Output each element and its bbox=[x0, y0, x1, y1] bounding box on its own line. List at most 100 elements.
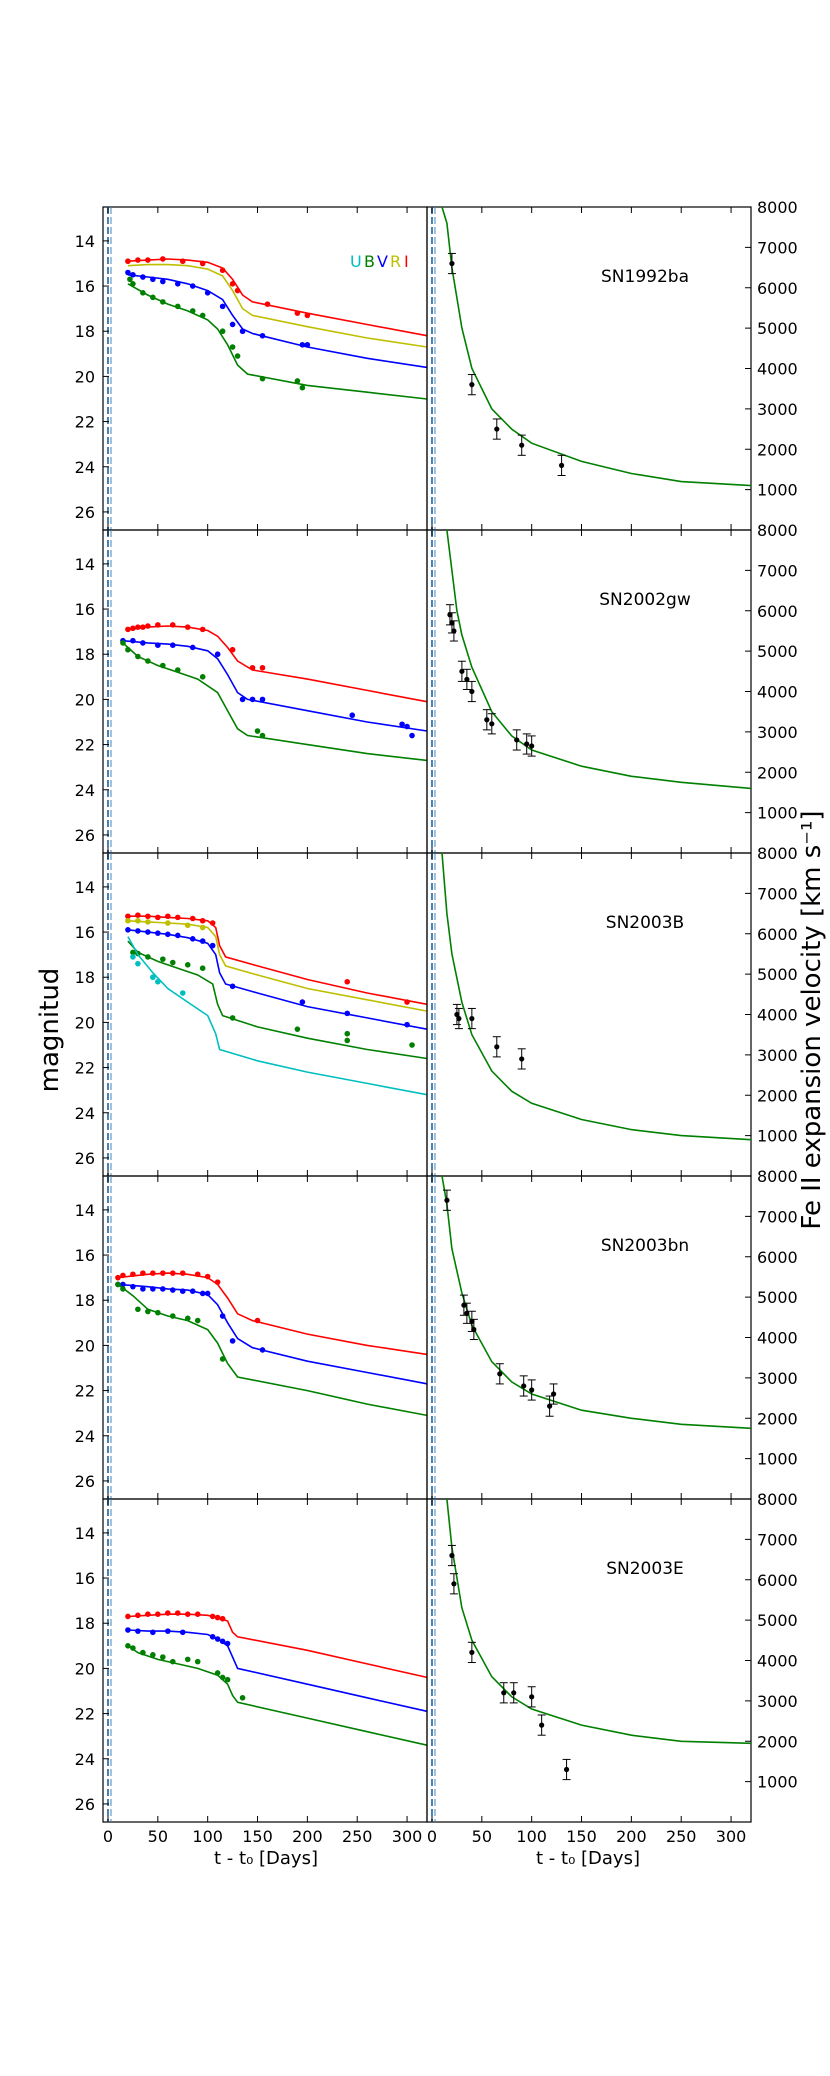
data-point-V bbox=[130, 1283, 136, 1290]
data-point-I bbox=[145, 623, 151, 629]
data-point-B bbox=[199, 674, 206, 680]
y-tick-label: 24 bbox=[75, 1427, 95, 1446]
data-point-V bbox=[135, 928, 141, 934]
model-curve-B bbox=[127, 283, 428, 400]
data-point-I bbox=[174, 1610, 181, 1616]
data-point-I bbox=[294, 310, 301, 316]
data-point-I bbox=[184, 624, 191, 630]
data-point-I bbox=[135, 624, 141, 630]
legend-letter-B: B bbox=[364, 252, 375, 271]
data-point-V bbox=[259, 696, 266, 703]
data-point-I bbox=[209, 1613, 216, 1620]
velocity-model-curve bbox=[446, 529, 752, 790]
data-point-R bbox=[199, 924, 206, 931]
data-point-I bbox=[145, 257, 151, 263]
y-tick-label: 26 bbox=[75, 1472, 95, 1491]
data-point-B bbox=[169, 959, 176, 966]
velocity-data-point bbox=[489, 721, 495, 727]
y-tick-label: 26 bbox=[75, 503, 95, 522]
velocity-data-point bbox=[529, 1694, 535, 1700]
data-point-B bbox=[219, 328, 226, 335]
data-point-V bbox=[155, 642, 161, 648]
velocity-data-point bbox=[451, 628, 457, 634]
data-point-B bbox=[184, 962, 191, 968]
y-tick-label: 26 bbox=[75, 1795, 95, 1814]
data-point-I bbox=[219, 267, 226, 274]
y-tick-label: 14 bbox=[75, 555, 95, 574]
panel-frame bbox=[102, 852, 428, 1177]
data-point-I bbox=[179, 258, 186, 265]
data-point-B bbox=[150, 1652, 156, 1658]
y-tick-label: 8000 bbox=[757, 1490, 798, 1509]
light-curve-panel-SN2003bn: 14 16 18 20 22 24 26 bbox=[75, 1175, 428, 1500]
data-point-V bbox=[189, 936, 196, 942]
data-point-I bbox=[204, 1273, 211, 1280]
data-point-V bbox=[130, 637, 136, 644]
y-tick-label: 5000 bbox=[757, 1288, 798, 1307]
y-tick-label: 6000 bbox=[757, 1248, 798, 1267]
y-tick-label: 1000 bbox=[757, 1127, 798, 1146]
y-tick-label: 22 bbox=[75, 413, 95, 432]
y-tick-label: 22 bbox=[75, 1059, 95, 1078]
data-point-I bbox=[155, 1611, 161, 1617]
x-tick-label: 150 bbox=[566, 1827, 597, 1846]
data-point-B bbox=[199, 965, 206, 971]
legend-letter-U: U bbox=[350, 252, 362, 271]
model-curve-B bbox=[122, 642, 428, 762]
velocity-data-point bbox=[529, 1387, 535, 1393]
y-tick-label: 6000 bbox=[757, 925, 798, 944]
y-tick-label: 6000 bbox=[757, 1571, 798, 1590]
velocity-data-point bbox=[461, 1302, 467, 1308]
data-point-R bbox=[184, 922, 191, 929]
velocity-data-point bbox=[469, 688, 475, 695]
model-curve-V bbox=[127, 274, 428, 369]
data-point-V bbox=[150, 1629, 156, 1636]
x-tick-label: 300 bbox=[716, 1827, 747, 1846]
data-point-V bbox=[409, 732, 415, 739]
y-tick-label: 3000 bbox=[757, 400, 798, 419]
data-point-V bbox=[349, 712, 356, 719]
data-point-V bbox=[160, 1286, 166, 1292]
data-point-V bbox=[169, 642, 176, 648]
data-point-I bbox=[145, 1611, 151, 1617]
data-point-I bbox=[135, 257, 141, 263]
velocity-data-point bbox=[464, 1310, 470, 1316]
velocity-data-point bbox=[484, 717, 490, 723]
y-axis-label-velocity: Fe II expansion velocity [km s⁻¹] bbox=[797, 810, 827, 1229]
y-tick-label: 4000 bbox=[757, 1006, 798, 1025]
data-point-U bbox=[135, 960, 141, 967]
data-point-V bbox=[179, 1288, 186, 1294]
y-tick-label: 20 bbox=[75, 1659, 95, 1678]
data-point-B bbox=[229, 344, 236, 350]
velocity-data-point bbox=[456, 1015, 462, 1022]
data-point-I bbox=[160, 1270, 166, 1276]
data-point-V bbox=[165, 1628, 171, 1634]
y-tick-label: 4000 bbox=[757, 683, 798, 702]
model-curve-R bbox=[127, 920, 428, 1012]
x-tick-label: 200 bbox=[616, 1827, 647, 1846]
data-point-I bbox=[249, 664, 256, 671]
light-curve-panel-SN2002gw: 14 16 18 20 22 24 26 bbox=[75, 529, 428, 854]
x-tick-label: 50 bbox=[148, 1827, 168, 1846]
y-tick-label: 1000 bbox=[757, 1773, 798, 1792]
y-tick-label: 7000 bbox=[757, 1207, 798, 1226]
y-tick-label: 24 bbox=[75, 458, 95, 477]
y-tick-label: 20 bbox=[75, 1013, 95, 1032]
data-point-V bbox=[140, 1286, 146, 1292]
data-point-I bbox=[229, 646, 236, 653]
data-point-I bbox=[140, 624, 146, 630]
y-tick-label: 18 bbox=[75, 968, 95, 987]
data-point-I bbox=[234, 287, 241, 294]
x-tick-label: 100 bbox=[516, 1827, 547, 1846]
data-point-B bbox=[299, 384, 306, 391]
y-tick-label: 2000 bbox=[757, 763, 798, 782]
data-point-B bbox=[224, 1676, 231, 1683]
data-point-V bbox=[219, 1638, 226, 1645]
y-tick-label: 24 bbox=[75, 781, 95, 800]
y-tick-label: 18 bbox=[75, 645, 95, 664]
data-point-B bbox=[140, 1649, 146, 1656]
data-point-I bbox=[194, 1271, 201, 1278]
y-tick-label: 2000 bbox=[757, 1409, 798, 1428]
model-curve-V bbox=[122, 639, 428, 732]
legend-letter-R: R bbox=[390, 252, 401, 271]
